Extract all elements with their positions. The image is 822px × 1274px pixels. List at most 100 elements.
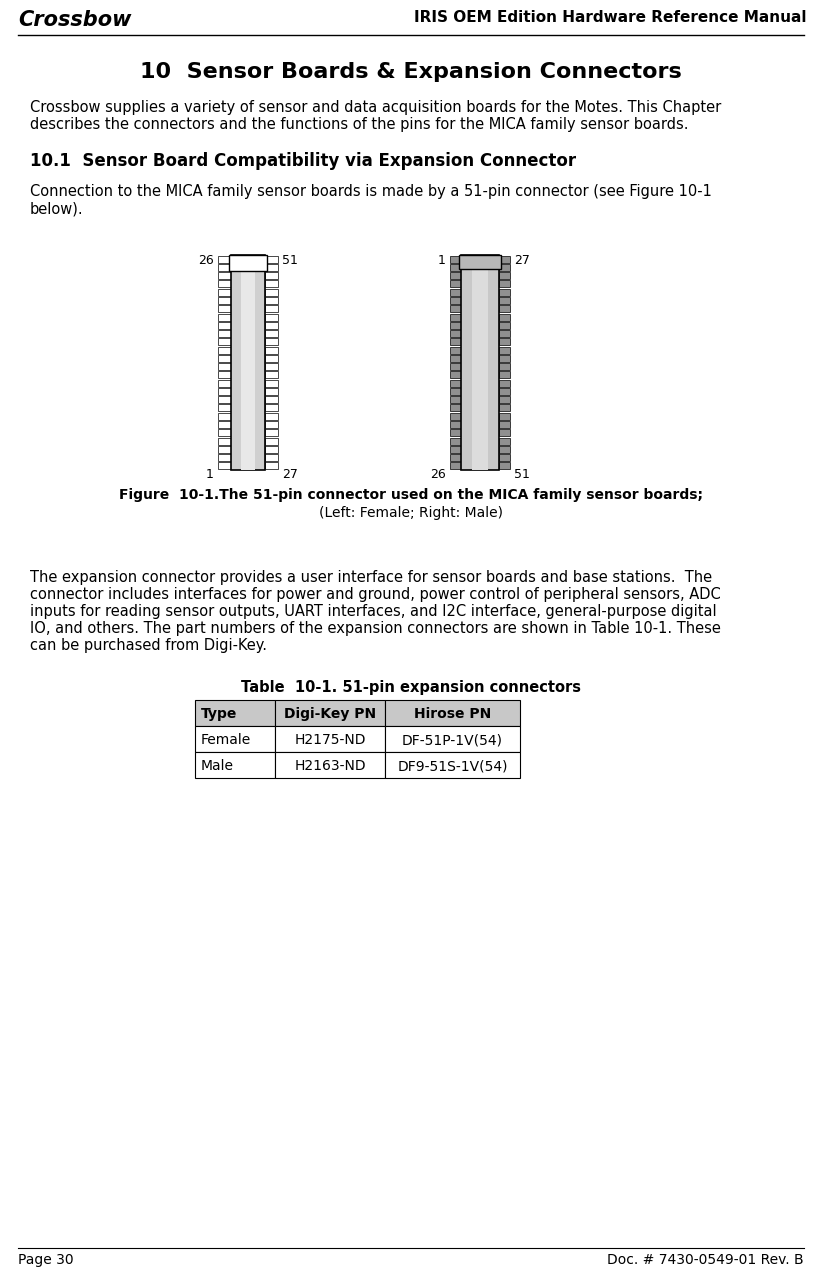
Bar [218, 454, 231, 461]
Bar [499, 264, 510, 271]
Bar [499, 420, 510, 428]
Bar [450, 396, 461, 404]
Bar [450, 355, 461, 362]
Bar [218, 446, 231, 452]
Bar [450, 462, 461, 469]
Bar [218, 297, 231, 304]
Bar [265, 339, 278, 345]
Bar [218, 347, 231, 354]
Bar [265, 404, 278, 412]
Bar [265, 413, 278, 419]
Bar [265, 313, 278, 321]
Bar [450, 420, 461, 428]
Bar [450, 322, 461, 329]
Bar [450, 387, 461, 395]
Bar [265, 380, 278, 387]
Bar [265, 289, 278, 296]
Bar [265, 273, 278, 279]
Bar [218, 404, 231, 412]
Bar [499, 437, 510, 445]
Bar [218, 256, 231, 262]
Bar [265, 420, 278, 428]
Bar [265, 387, 278, 395]
Bar [218, 462, 231, 469]
Text: Table  10-1. 51-pin expansion connectors: Table 10-1. 51-pin expansion connectors [241, 680, 581, 696]
Text: The expansion connector provides a user interface for sensor boards and base sta: The expansion connector provides a user … [30, 569, 712, 585]
Bar [450, 280, 461, 288]
Text: 10.1  Sensor Board Compatibility via Expansion Connector: 10.1 Sensor Board Compatibility via Expa… [30, 152, 576, 169]
Text: Female: Female [201, 733, 252, 747]
Text: Hirose PN: Hirose PN [413, 707, 491, 721]
Bar [265, 264, 278, 271]
Bar [265, 256, 278, 262]
Bar [265, 355, 278, 362]
Bar [450, 313, 461, 321]
Bar [218, 396, 231, 404]
Bar [275, 752, 385, 778]
Text: 27: 27 [514, 255, 530, 268]
Text: 1: 1 [206, 468, 214, 480]
Bar [450, 289, 461, 296]
Bar [385, 752, 520, 778]
Bar [275, 726, 385, 752]
Bar [499, 387, 510, 395]
Bar [265, 322, 278, 329]
Bar [218, 413, 231, 419]
Bar [241, 255, 255, 470]
Bar [499, 363, 510, 371]
Bar [218, 264, 231, 271]
Bar [265, 297, 278, 304]
Bar [450, 454, 461, 461]
Bar [499, 404, 510, 412]
Bar [218, 420, 231, 428]
Bar [459, 255, 501, 269]
Bar [499, 322, 510, 329]
Text: Crossbow supplies a variety of sensor and data acquisition boards for the Motes.: Crossbow supplies a variety of sensor an… [30, 99, 721, 115]
Bar [231, 255, 265, 470]
Bar [265, 363, 278, 371]
Bar [265, 372, 278, 378]
Bar [265, 280, 278, 288]
Text: 1: 1 [438, 255, 446, 268]
Bar [265, 437, 278, 445]
Text: 51: 51 [282, 255, 298, 268]
Bar [218, 322, 231, 329]
Text: Digi-Key PN: Digi-Key PN [284, 707, 376, 721]
Bar [450, 273, 461, 279]
Bar [265, 330, 278, 338]
Bar [450, 446, 461, 452]
Bar [499, 355, 510, 362]
Bar [450, 264, 461, 271]
Bar [499, 273, 510, 279]
Text: can be purchased from Digi-Key.: can be purchased from Digi-Key. [30, 638, 267, 654]
Text: (Left: Female; Right: Male): (Left: Female; Right: Male) [319, 506, 503, 520]
Bar [450, 256, 461, 262]
Bar [218, 330, 231, 338]
Bar [195, 726, 275, 752]
Bar [265, 446, 278, 452]
Bar [265, 396, 278, 404]
Text: 51: 51 [514, 468, 530, 480]
Bar [275, 699, 385, 726]
Bar [218, 355, 231, 362]
Bar [450, 380, 461, 387]
Text: Page 30: Page 30 [18, 1254, 74, 1268]
Bar [218, 429, 231, 436]
Bar [218, 280, 231, 288]
Bar [450, 372, 461, 378]
Bar [499, 306, 510, 312]
Bar [385, 699, 520, 726]
Bar [499, 313, 510, 321]
Bar [218, 306, 231, 312]
Bar [385, 726, 520, 752]
Bar [265, 347, 278, 354]
Bar [499, 429, 510, 436]
Bar [265, 306, 278, 312]
Text: 10  Sensor Boards & Expansion Connectors: 10 Sensor Boards & Expansion Connectors [140, 62, 682, 82]
Bar [499, 462, 510, 469]
Bar [499, 256, 510, 262]
Bar [229, 255, 267, 271]
Text: H2175-ND: H2175-ND [294, 733, 366, 747]
Bar [265, 454, 278, 461]
Bar [218, 339, 231, 345]
